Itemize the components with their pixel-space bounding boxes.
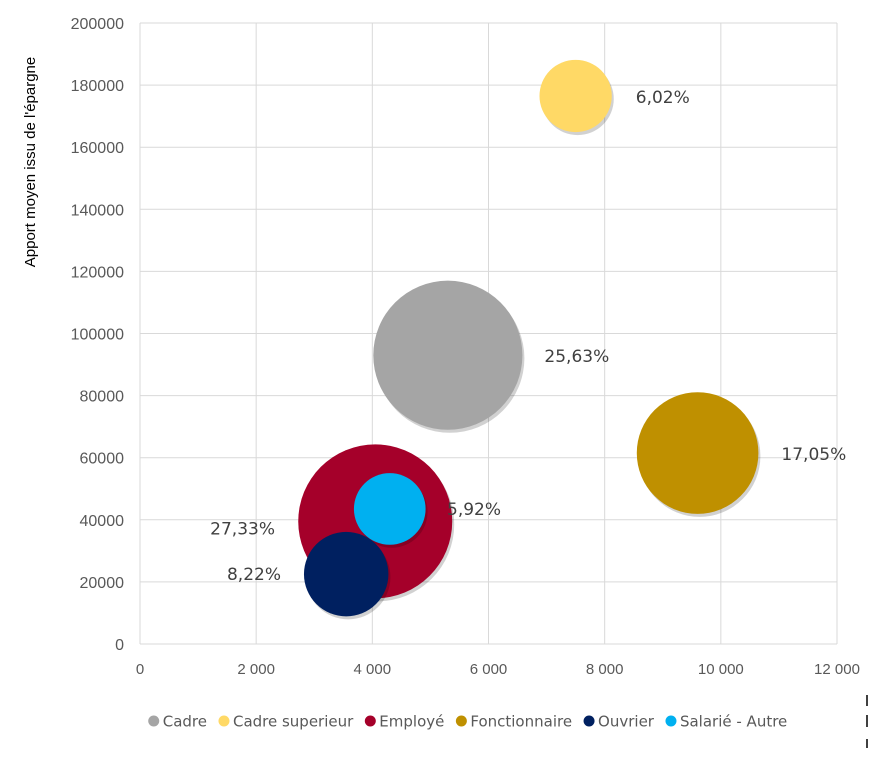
x-tick-label: 10 000 — [698, 661, 744, 678]
data-label-fonctionnaire: 17,05% — [781, 445, 846, 465]
legend-item-employe: Employé — [364, 713, 444, 731]
bubble-group-cadre-superieur — [539, 59, 614, 136]
y-tick-label: 100000 — [71, 327, 124, 344]
data-label-employe: 27,33% — [210, 519, 275, 539]
bubble-cadre-superieur — [539, 59, 612, 133]
bubble-group-cadre — [373, 280, 525, 433]
legend-label-fonctionnaire: Fonctionnaire — [470, 713, 572, 731]
legend-item-fonctionnaire: Fonctionnaire — [455, 713, 572, 731]
y-tick-label: 180000 — [71, 78, 124, 95]
y-tick-label: 200000 — [71, 16, 124, 33]
y-tick-label: 60000 — [80, 451, 125, 468]
data-label-cadre: 25,63% — [544, 347, 609, 367]
legend-marker-cadre — [148, 715, 160, 727]
x-tick-label: 8 000 — [586, 661, 624, 678]
x-tick-label: 12 000 — [814, 661, 860, 678]
legend-marker-ouvrier — [583, 715, 595, 727]
bubble-group-ouvrier — [303, 531, 391, 620]
x-tick-label: 2 000 — [237, 661, 275, 678]
legend-item-ouvrier: Ouvrier — [583, 713, 655, 731]
legend-item-salarie-autre: Salarié - Autre — [665, 713, 787, 731]
bubbles — [298, 59, 761, 620]
y-tick-label: 0 — [115, 637, 124, 654]
x-tick-label: 4 000 — [354, 661, 392, 678]
y-axis-title: Apport moyen issu de l'épargne — [22, 57, 39, 268]
legend-marker-cadre-superieur — [218, 715, 230, 727]
bubble-cadre — [373, 280, 523, 430]
y-tick-label: 80000 — [80, 389, 125, 406]
bubble-salarie-autre — [353, 473, 426, 545]
x-tick-label: 0 — [136, 661, 144, 678]
legend-marker-employe — [364, 715, 376, 727]
bubble-group-fonctionnaire — [636, 392, 761, 517]
legend-item-cadre-superieur: Cadre superieur — [218, 713, 354, 731]
y-tick-label: 140000 — [71, 202, 124, 219]
legend-label-ouvrier: Ouvrier — [598, 713, 655, 731]
y-tick-label: 40000 — [80, 513, 125, 530]
data-labels: 27,33% 25,63% 17,05% 6,02% 5,92% 8,22% — [210, 88, 846, 585]
legend-marker-fonctionnaire — [455, 715, 467, 727]
bubble-fonctionnaire — [636, 392, 759, 514]
legend-label-cadre-superieur: Cadre superieur — [233, 713, 354, 731]
axes: 0 2 000 4 000 6 000 8 000 10 000 12 000 0 20000 4… — [71, 16, 860, 678]
legend-marker-salarie-autre — [665, 715, 677, 727]
edge-marks — [866, 695, 868, 748]
legend-label-cadre: Cadre — [163, 713, 207, 731]
legend: Cadre Cadre superieur Employé Fonctionnaire… — [148, 713, 787, 731]
bubble-group-salarie-autre — [353, 473, 428, 548]
legend-label-salarie-autre: Salarié - Autre — [680, 713, 787, 731]
data-label-salarie-autre: 5,92% — [447, 500, 501, 520]
y-tick-label: 20000 — [80, 575, 125, 592]
data-label-ouvrier: 8,22% — [227, 565, 281, 585]
legend-label-employe: Employé — [379, 713, 444, 731]
y-tick-label: 120000 — [71, 264, 124, 281]
legend-item-cadre: Cadre — [148, 713, 207, 731]
x-tick-label: 6 000 — [470, 661, 508, 678]
data-label-cadre-superieur: 6,02% — [636, 88, 690, 108]
y-tick-label: 160000 — [71, 140, 124, 157]
bubble-ouvrier — [303, 531, 389, 617]
